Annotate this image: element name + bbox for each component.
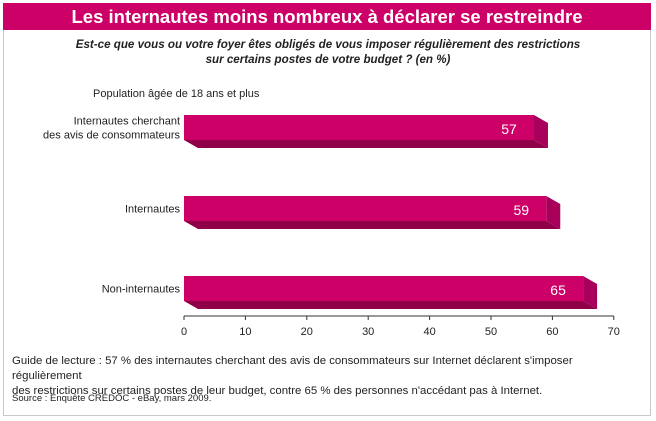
bar-bottom-face xyxy=(184,301,598,309)
reading-guide-line-2: des restrictions sur certains postes de … xyxy=(12,385,543,397)
bar-value-label: 59 xyxy=(513,202,529,218)
x-tick-label: 40 xyxy=(423,326,435,338)
bar-value-label: 57 xyxy=(501,121,517,137)
x-tick-label: 60 xyxy=(546,326,558,338)
chart-title: Les internautes moins nombreux à déclare… xyxy=(3,3,651,30)
x-tick-label: 30 xyxy=(362,326,374,338)
x-tick-label: 10 xyxy=(239,326,251,338)
category-label-1: Internautes xyxy=(125,204,181,216)
category-label-line: des avis de consommateurs xyxy=(43,130,180,142)
bar-bottom-face xyxy=(184,221,561,229)
category-label-line: Internautes cherchant xyxy=(74,116,180,128)
x-tick-label: 50 xyxy=(485,326,497,338)
bar-bottom-face xyxy=(184,140,548,148)
reading-guide-line-1: Guide de lecture : 57 % des internautes … xyxy=(12,355,573,382)
x-axis: 0 10 20 30 40 50 60 70 xyxy=(181,315,620,338)
x-tick-label: 70 xyxy=(608,326,620,338)
bar-2: 65 xyxy=(184,276,598,309)
question-line-2: sur certains postes de votre budget ? (e… xyxy=(205,53,451,66)
x-tick-label: 0 xyxy=(181,326,187,338)
bar-end-face xyxy=(583,276,598,309)
reading-guide: Guide de lecture : 57 % des internautes … xyxy=(12,354,642,399)
bar-1: 59 xyxy=(184,196,561,229)
question-line-1: Est-ce que vous ou votre foyer êtes obli… xyxy=(75,38,581,51)
bar-front-face xyxy=(184,115,534,140)
category-label-2: Non-internautes xyxy=(102,284,181,296)
bar-end-face xyxy=(533,115,548,148)
bar-end-face xyxy=(546,196,561,229)
bar-front-face xyxy=(184,196,547,221)
category-label-line: Internautes xyxy=(125,204,181,216)
population-note: Population âgée de 18 ans et plus xyxy=(93,88,260,100)
category-labels-group: Internautes cherchant des avis de consomm… xyxy=(43,116,180,296)
bar-front-face xyxy=(184,276,584,301)
bar-0: 57 xyxy=(184,115,548,148)
chart-question: Est-ce que vous ou votre foyer êtes obli… xyxy=(30,37,626,67)
source-note: Source : Enquête CRÉDOC - eBay, mars 200… xyxy=(12,393,212,404)
bar-value-label: 65 xyxy=(550,282,566,298)
bars-group: 57 59 65 xyxy=(184,115,598,309)
category-label-line: Non-internautes xyxy=(102,284,181,296)
x-tick-label: 20 xyxy=(301,326,313,338)
category-label-0: Internautes cherchant des avis de consomm… xyxy=(43,116,180,142)
